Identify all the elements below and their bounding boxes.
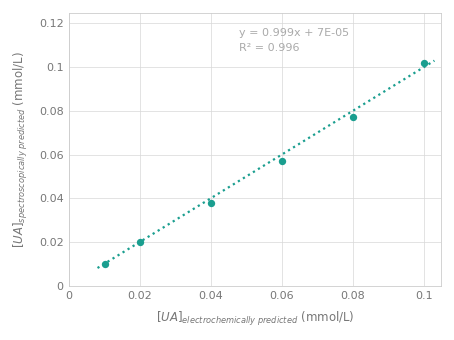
Point — [137, 239, 144, 245]
Text: y = 0.999x + 7E-05
R² = 0.996: y = 0.999x + 7E-05 R² = 0.996 — [239, 28, 350, 53]
Point — [207, 200, 215, 205]
X-axis label: $[UA]_{electrochemically\ predicted}$ (mmol/L): $[UA]_{electrochemically\ predicted}$ (m… — [156, 309, 355, 327]
Y-axis label: $[UA]_{spectroscopically\ predicted}$ (mmol/L): $[UA]_{spectroscopically\ predicted}$ (m… — [13, 51, 30, 248]
Point — [278, 158, 286, 164]
Point — [349, 115, 356, 120]
Point — [101, 261, 108, 267]
Point — [420, 60, 427, 66]
